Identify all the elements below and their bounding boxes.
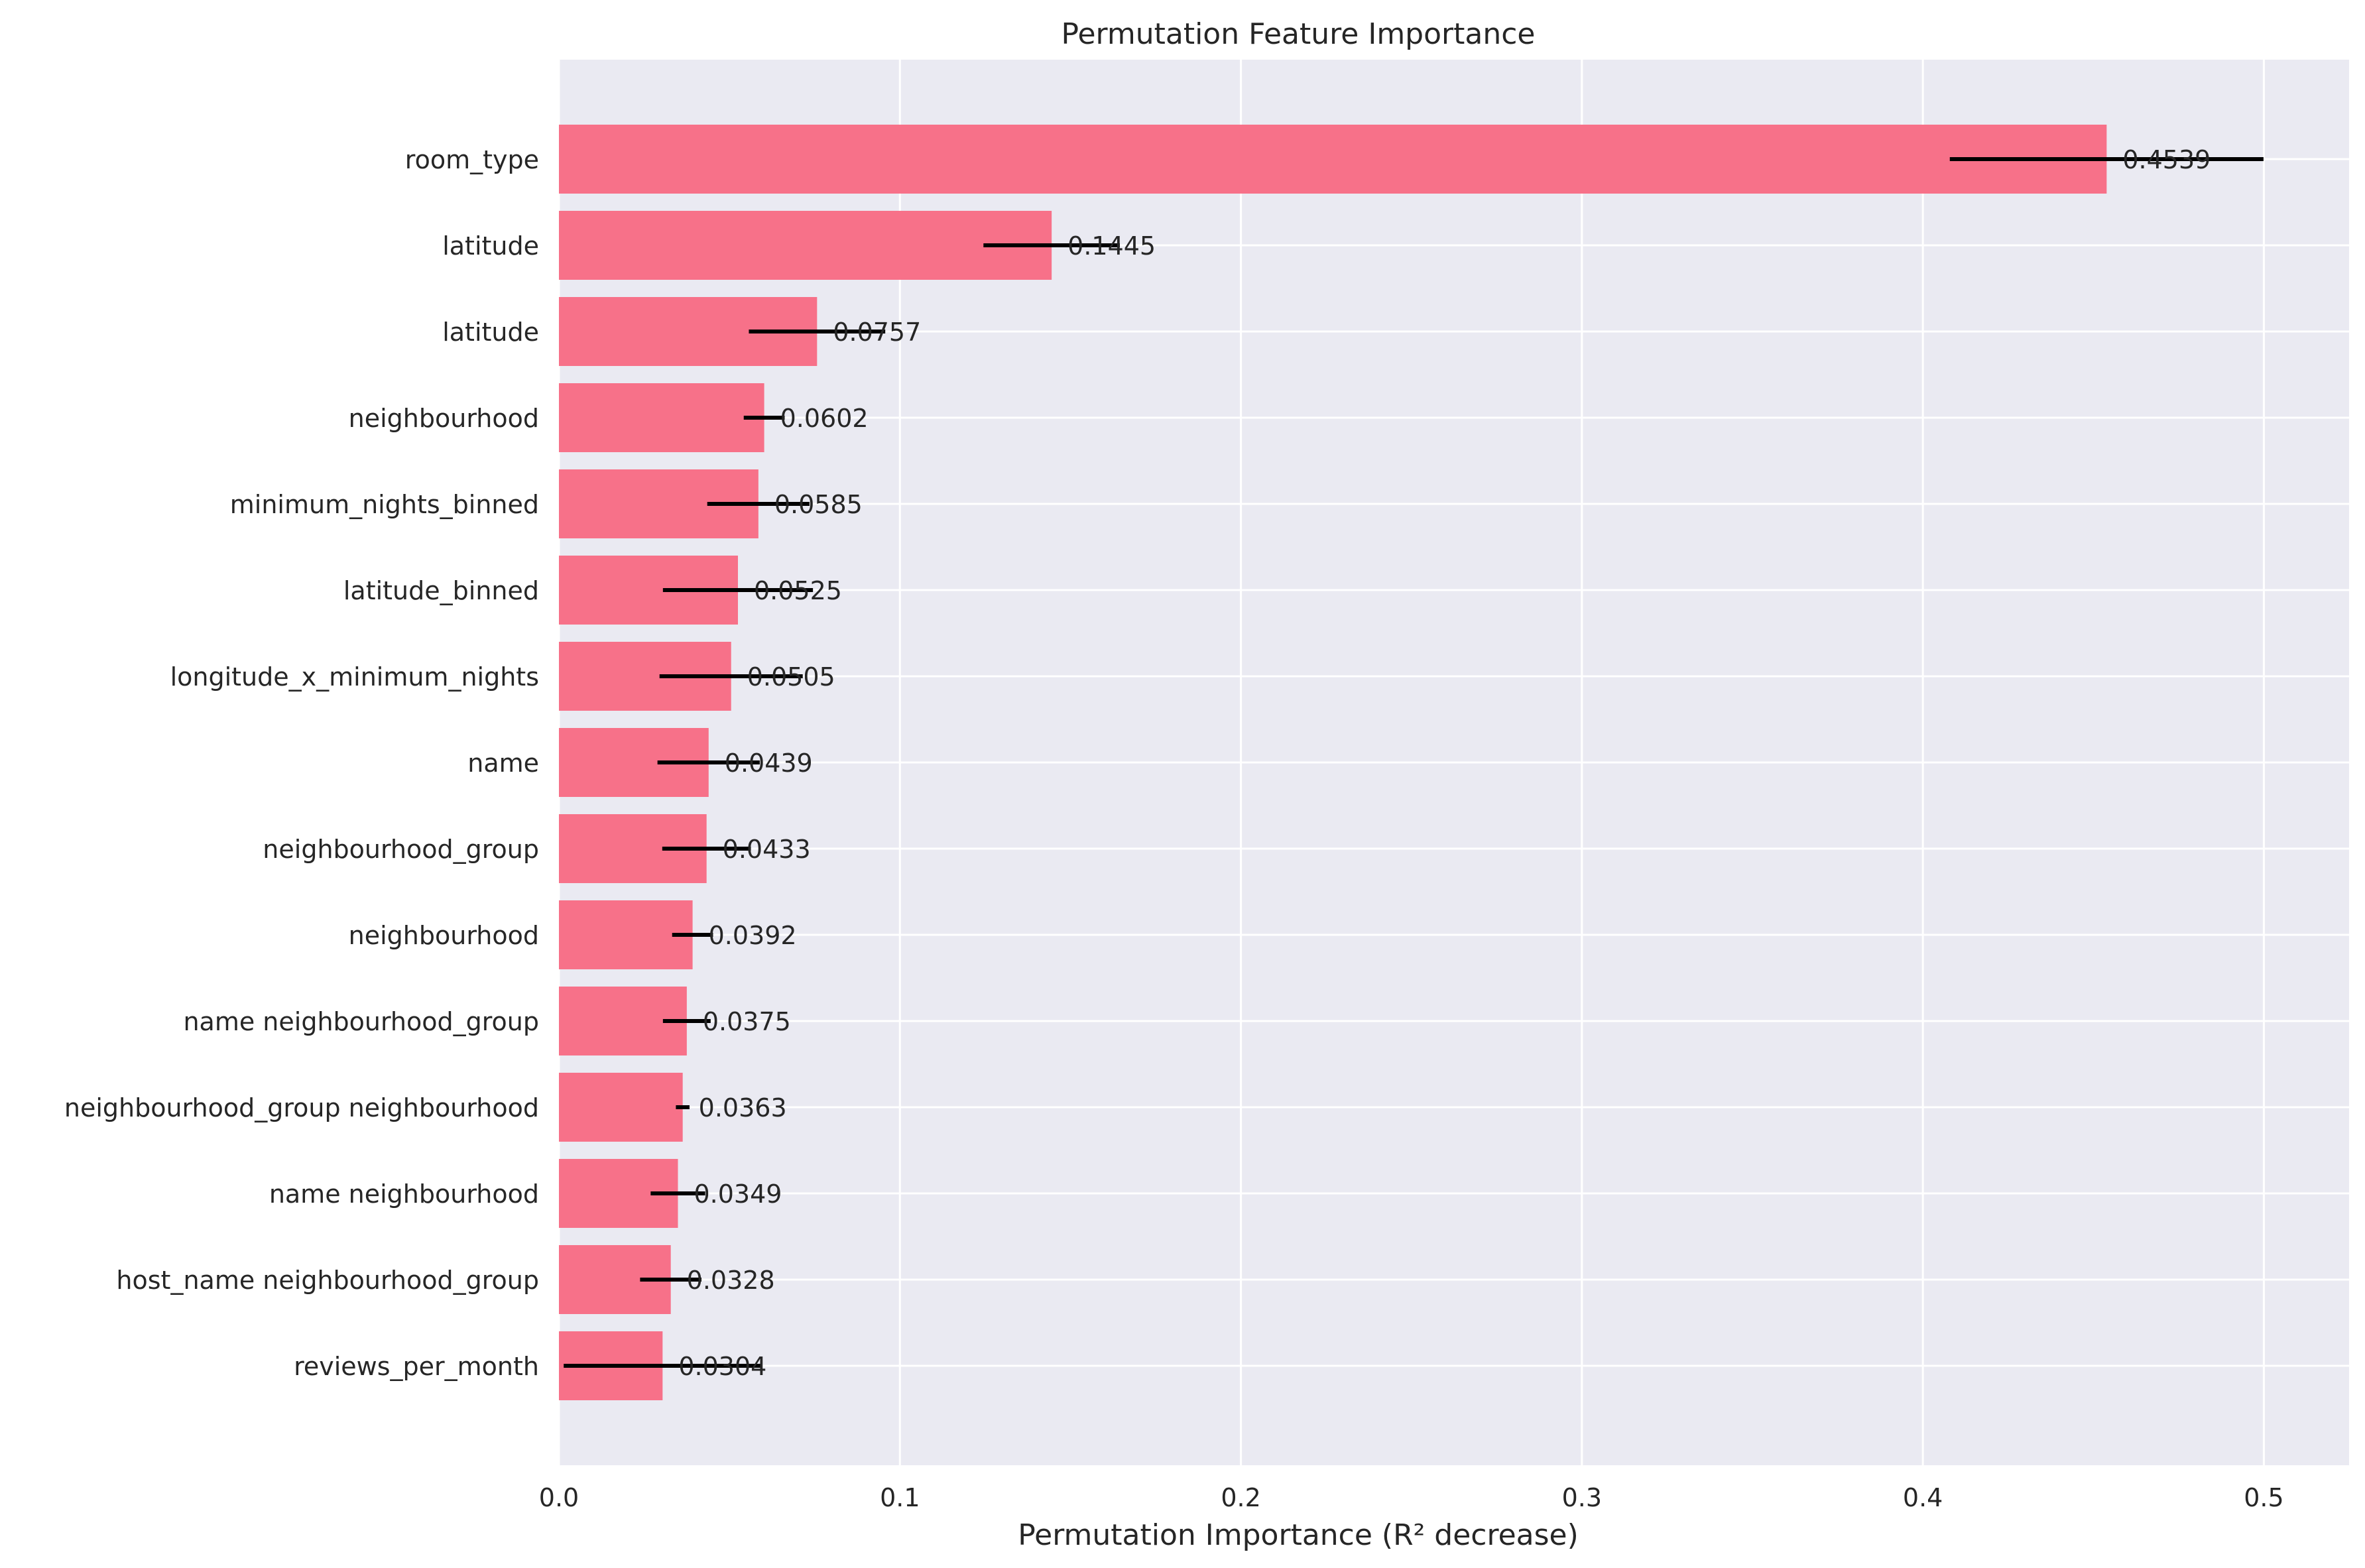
data-label: 0.0439 bbox=[725, 749, 813, 778]
chart-title: Permutation Feature Importance bbox=[1061, 17, 1536, 51]
bar bbox=[559, 211, 1052, 280]
data-labels: 0.4539 0.1445 0.0757 0.0602 0.0585 0.0525 0.05… bbox=[678, 145, 2211, 1381]
data-label: 0.0363 bbox=[699, 1093, 787, 1122]
y-tick-label: latitude_binned bbox=[343, 576, 539, 605]
data-label: 0.1445 bbox=[1067, 231, 1156, 261]
y-tick-label: latitude bbox=[442, 318, 539, 347]
y-tick-label: reviews_per_month bbox=[294, 1352, 539, 1381]
y-tick-label: name bbox=[467, 749, 539, 778]
data-label: 0.0757 bbox=[833, 318, 921, 347]
y-tick-label: latitude bbox=[442, 231, 539, 261]
bar bbox=[559, 900, 693, 969]
data-label: 0.0433 bbox=[723, 835, 811, 864]
data-label: 0.0328 bbox=[687, 1266, 775, 1295]
data-label: 0.0585 bbox=[774, 490, 863, 519]
x-tick-label: 0.4 bbox=[1903, 1483, 1943, 1512]
x-tick-label: 0.2 bbox=[1221, 1483, 1260, 1512]
bars bbox=[559, 125, 2107, 1400]
y-tick-label: name neighbourhood bbox=[269, 1179, 539, 1209]
y-tick-label: neighbourhood bbox=[349, 921, 539, 950]
data-label: 0.0602 bbox=[780, 404, 869, 433]
data-label: 0.0375 bbox=[703, 1007, 791, 1036]
bar bbox=[559, 383, 764, 452]
x-tick-label: 0.5 bbox=[2244, 1483, 2283, 1512]
y-tick-label: neighbourhood bbox=[349, 404, 539, 433]
x-tick-label: 0.0 bbox=[539, 1483, 579, 1512]
data-label: 0.4539 bbox=[2122, 145, 2211, 174]
y-tick-label: host_name neighbourhood_group bbox=[116, 1266, 539, 1295]
error-bars bbox=[564, 157, 2264, 1368]
data-label: 0.0392 bbox=[709, 921, 797, 950]
y-tick-label: minimum_nights_binned bbox=[230, 490, 539, 519]
y-tick-label: neighbourhood_group neighbourhood bbox=[64, 1093, 539, 1122]
x-tick-label: 0.1 bbox=[880, 1483, 920, 1512]
x-tick-labels: 0.0 0.1 0.2 0.3 0.4 0.5 bbox=[539, 1483, 2284, 1512]
data-label: 0.0349 bbox=[694, 1179, 782, 1209]
x-axis-label: Permutation Importance (R² decrease) bbox=[1018, 1518, 1579, 1552]
data-label: 0.0304 bbox=[678, 1352, 766, 1381]
data-label: 0.0505 bbox=[747, 662, 835, 692]
bar bbox=[559, 125, 2107, 194]
y-tick-label: neighbourhood_group bbox=[263, 835, 539, 864]
y-tick-labels: room_type latitude latitude neighbourhood mi… bbox=[64, 145, 539, 1381]
y-tick-label: name neighbourhood_group bbox=[183, 1007, 539, 1036]
data-label: 0.0525 bbox=[754, 576, 842, 605]
y-tick-label: room_type bbox=[405, 145, 539, 174]
bar bbox=[559, 1073, 683, 1142]
x-tick-label: 0.3 bbox=[1562, 1483, 1602, 1512]
y-tick-label: longitude_x_minimum_nights bbox=[170, 662, 539, 692]
